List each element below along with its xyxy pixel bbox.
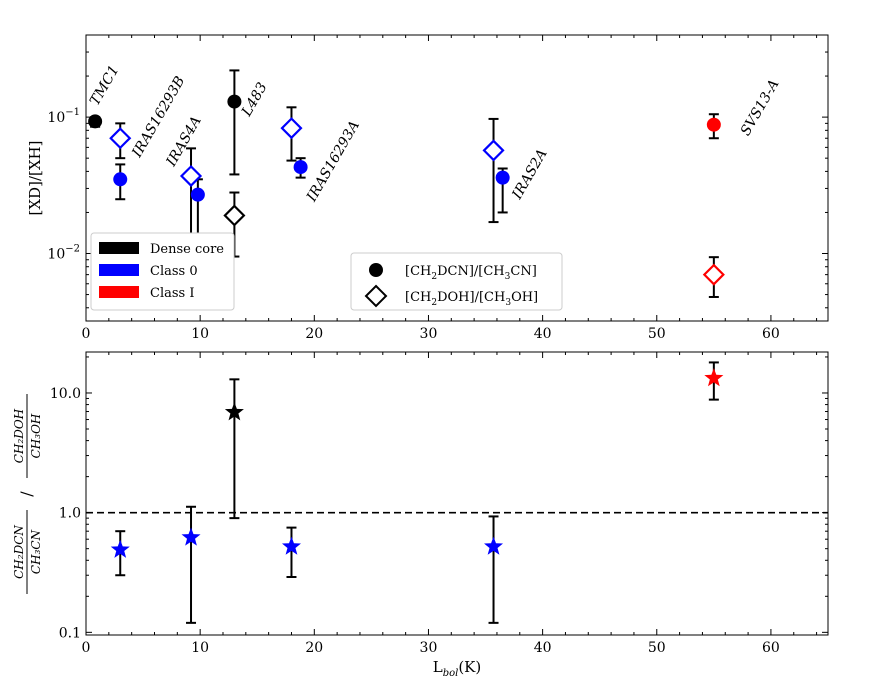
- point-ratio-star: [110, 539, 130, 558]
- class-legend: Dense core Class 0 Class I: [90, 232, 235, 311]
- bottom-markers: [110, 368, 724, 558]
- top-x-tick-label: 30: [420, 326, 438, 342]
- legend-label-dense-core: Dense core: [150, 242, 224, 257]
- point-ch2doh: [109, 127, 132, 150]
- top-x-tick-label: 40: [534, 326, 552, 342]
- point-ratio-star: [224, 402, 244, 421]
- point-ch2dcn: [227, 94, 242, 109]
- bottom-y-tick-label: 10.0: [50, 386, 81, 402]
- point-ch2doh: [482, 139, 505, 162]
- bottom-y-tick-label: 0.1: [59, 625, 81, 641]
- point-ch2doh: [179, 164, 203, 188]
- bottom-x-tick-label: 60: [762, 640, 780, 656]
- bottom-error-bars: [115, 361, 719, 624]
- point-ch2dcn: [190, 187, 205, 202]
- source-label: IRAS16293A: [303, 118, 363, 205]
- source-label: IRAS4A: [163, 114, 205, 170]
- point-ratio-star: [281, 536, 301, 555]
- top-x-tick-label: 0: [82, 326, 91, 342]
- source-label: SVS13-A: [738, 77, 783, 139]
- top-x-tick-label: 20: [305, 326, 323, 342]
- legend-label-class-0: Class 0: [150, 264, 198, 279]
- bottom-axis-ticks: 0 10 20 30 40 50 60 0.1 1.0 10.0: [50, 352, 828, 656]
- point-ratio-star: [704, 368, 724, 387]
- top-plot-frame: [85, 34, 829, 322]
- top-x-tick-label: 50: [648, 326, 666, 342]
- point-ratio-star: [484, 536, 504, 555]
- bottom-x-tick-label: 10: [191, 640, 209, 656]
- point-ch2doh: [702, 263, 725, 286]
- marker-legend-frame: [350, 252, 563, 311]
- point-ch2dcn: [706, 117, 721, 132]
- top-axis-ticks: 0 10 20 30 40 50 60 10−1 10−2: [47, 34, 828, 342]
- legend-diamond-marker: [364, 284, 388, 308]
- legend-circle-marker: [369, 263, 383, 277]
- ylabel-denominator-2: CH₃OH: [29, 413, 43, 458]
- top-y-tick-label: 10−2: [47, 244, 80, 263]
- ylabel-numerator-2: CH₂DOH: [12, 408, 26, 463]
- bottom-x-tick-label: 40: [534, 640, 552, 656]
- ylabel-separator: /: [17, 491, 36, 497]
- bottom-panel: 0 10 20 30 40 50 60 0.1 1.0 10.0 CH₂DCN CH₃CN / C…: [12, 351, 829, 679]
- legend-swatch-dense-core: [99, 242, 139, 254]
- point-ch2dcn: [88, 114, 103, 129]
- point-ch2doh: [223, 204, 246, 227]
- point-ch2doh: [280, 117, 303, 140]
- legend-swatch-class-i: [99, 286, 139, 298]
- x-axis-label: Lbol(K): [433, 658, 482, 679]
- top-markers: [88, 94, 725, 286]
- point-ch2dcn: [293, 160, 308, 175]
- source-label: TMC1: [87, 63, 123, 108]
- top-y-tick-label: 10−1: [47, 107, 80, 126]
- marker-legend: [CH2DCN]/[CH3CN] [CH2DOH]/[CH3OH]: [350, 252, 563, 311]
- source-label: L483: [238, 80, 270, 120]
- bottom-x-tick-label: 50: [648, 640, 666, 656]
- point-ch2dcn: [495, 170, 510, 185]
- legend-label-ch2doh: [CH2DOH]/[CH3OH]: [405, 290, 538, 308]
- legend-label-ch2dcn: [CH2DCN]/[CH3CN]: [405, 264, 537, 282]
- bottom-x-tick-label: 20: [305, 640, 323, 656]
- source-label: IRAS2A: [509, 146, 551, 202]
- legend-label-class-i: Class I: [150, 286, 194, 301]
- point-ch2dcn: [113, 172, 128, 187]
- bottom-x-tick-label: 0: [82, 640, 91, 656]
- point-ratio-star: [181, 527, 201, 546]
- bottom-x-tick-label: 30: [420, 640, 438, 656]
- bottom-y-axis-label: CH₂DCN CH₃CN / CH₂DOH CH₃OH: [12, 394, 43, 594]
- bottom-plot-frame: [85, 351, 829, 636]
- top-y-axis-label: [XD]/[XH]: [26, 141, 44, 216]
- bottom-y-tick-label: 1.0: [59, 506, 81, 522]
- top-x-tick-label: 60: [762, 326, 780, 342]
- ylabel-denominator-1: CH₃CN: [29, 529, 43, 574]
- top-x-tick-label: 10: [191, 326, 209, 342]
- ylabel-numerator-1: CH₂DCN: [12, 525, 26, 579]
- legend-swatch-class-0: [99, 264, 139, 276]
